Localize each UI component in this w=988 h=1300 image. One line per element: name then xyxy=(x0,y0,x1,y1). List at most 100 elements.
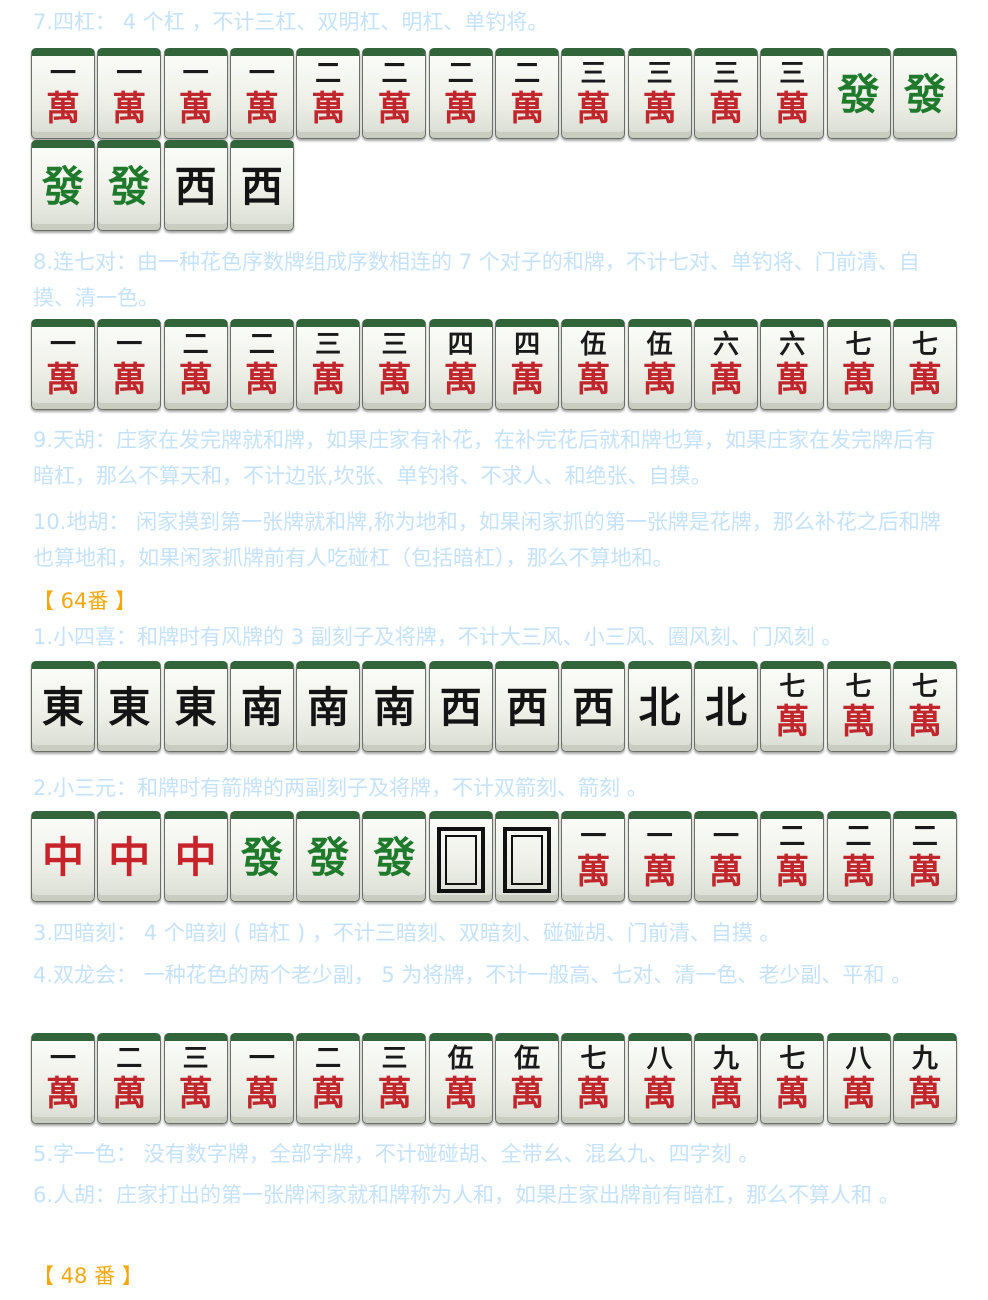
tile-number: 四 xyxy=(447,330,474,360)
tile-east: 東 xyxy=(163,661,228,752)
tile-west: 西 xyxy=(163,140,228,231)
tile-suit-character: 萬 xyxy=(907,360,942,400)
tile-west: 西 xyxy=(229,140,294,231)
tile-number: 三 xyxy=(779,59,806,89)
tile-green-dragon: 發 xyxy=(97,140,162,231)
tile-number: 七 xyxy=(911,672,938,702)
tile-eight-character: 八萬 xyxy=(826,1033,891,1124)
tile-suit-character: 萬 xyxy=(311,1074,346,1114)
tile-suit-character: 萬 xyxy=(178,1074,213,1114)
tile-number: 四 xyxy=(514,330,541,360)
tile-suit-character: 萬 xyxy=(576,1074,611,1114)
tile-number: 二 xyxy=(182,330,209,360)
tile-glyph: 發 xyxy=(307,833,350,882)
tile-suit-character: 萬 xyxy=(775,360,810,400)
tile-three-character: 三萬 xyxy=(693,48,758,139)
tile-five-character: 伍萬 xyxy=(428,1033,493,1124)
tile-three-character: 三萬 xyxy=(163,1033,228,1124)
tile-two-character: 二萬 xyxy=(826,811,891,902)
tile-suit-character: 萬 xyxy=(377,89,412,129)
tile-number: 七 xyxy=(779,672,806,702)
tile-one-character: 一萬 xyxy=(561,811,626,902)
tile-glyph: 北 xyxy=(638,683,681,732)
tile-glyph: 北 xyxy=(704,683,747,732)
tile-number: 七 xyxy=(845,672,872,702)
tile-south: 南 xyxy=(362,661,427,752)
tile-number: 三 xyxy=(646,59,673,89)
tile-glyph: 發 xyxy=(108,162,151,211)
tile-one-character: 一萬 xyxy=(31,48,95,139)
tile-one-character: 一萬 xyxy=(627,811,692,902)
white-dragon-frame-icon xyxy=(436,827,485,893)
tile-suit-character: 萬 xyxy=(46,360,80,400)
tile-number: 伍 xyxy=(447,1044,474,1074)
tile-suit-character: 萬 xyxy=(775,702,810,742)
tile-number: 一 xyxy=(49,59,76,89)
section-heading-48: 【 48 番 】 xyxy=(33,1264,143,1288)
tile-west: 西 xyxy=(561,661,626,752)
tile-one-character: 一萬 xyxy=(31,319,95,410)
tile-suit-character: 萬 xyxy=(907,702,942,742)
tile-glyph: 西 xyxy=(572,683,615,732)
tile-seven-character: 七萬 xyxy=(892,319,957,410)
rule-twin-dragons: 4.双龙会： 一种花色的两个老少副， 5 为将牌，不计一般高、七对、清一色、老少… xyxy=(33,963,913,987)
tile-two-character: 二萬 xyxy=(296,1033,361,1124)
tile-number: 二 xyxy=(116,1044,143,1074)
tile-suit-character: 萬 xyxy=(112,89,147,129)
tile-number: 一 xyxy=(580,822,607,852)
tile-one-character: 一萬 xyxy=(31,1033,95,1124)
tile-number: 七 xyxy=(580,1044,607,1074)
tile-suit-character: 萬 xyxy=(642,89,677,129)
tile-suit-character: 萬 xyxy=(46,1074,80,1114)
tile-number: 伍 xyxy=(580,330,607,360)
tile-seven-character: 七萬 xyxy=(760,661,825,752)
tile-suit-character: 萬 xyxy=(178,89,213,129)
tile-two-character: 二萬 xyxy=(229,319,294,410)
tile-eight-character: 八萬 xyxy=(627,1033,692,1124)
tile-suit-character: 萬 xyxy=(112,1074,147,1114)
tile-green-dragon: 發 xyxy=(892,48,957,139)
rule-all-honors: 5.字一色： 没有数字牌，全部字牌，不计碰碰胡、全带幺、混幺九、四字刻 。 xyxy=(33,1142,760,1166)
tile-two-character: 二萬 xyxy=(362,48,427,139)
tile-four-character: 四萬 xyxy=(428,319,493,410)
tile-one-character: 一萬 xyxy=(229,1033,294,1124)
tile-suit-character: 萬 xyxy=(775,852,810,892)
tile-suit-character: 萬 xyxy=(708,852,743,892)
tile-glyph: 西 xyxy=(506,683,549,732)
tile-red-dragon: 中 xyxy=(163,811,228,902)
tile-glyph: 南 xyxy=(240,683,283,732)
tile-row-twin-dragons: 一萬二萬三萬一萬二萬三萬伍萬伍萬七萬八萬九萬七萬八萬九萬 xyxy=(31,1033,957,1124)
rule-earthly-hand: 10.地胡： 闲家摸到第一张牌就和牌,称为地和，如果闲家抓的第一张牌是花牌，那么… xyxy=(33,510,941,570)
tile-suit-character: 萬 xyxy=(642,1074,677,1114)
tile-number: 三 xyxy=(381,1044,408,1074)
tile-number: 一 xyxy=(712,822,739,852)
tile-glyph: 發 xyxy=(41,162,84,211)
tile-seven-character: 七萬 xyxy=(826,319,891,410)
tile-glyph: 西 xyxy=(439,683,482,732)
tile-suit-character: 萬 xyxy=(576,852,611,892)
tile-number: 一 xyxy=(248,59,275,89)
tile-row-four-winds: 東東東南南南西西西北北七萬七萬七萬 xyxy=(31,661,957,752)
tile-suit-character: 萬 xyxy=(178,360,213,400)
tile-five-character: 伍萬 xyxy=(561,319,626,410)
tile-seven-character: 七萬 xyxy=(826,661,891,752)
rule-heavenly-hand: 9.天胡：庄家在发完牌就和牌，如果庄家有补花，在补完花后就和牌也算，如果庄家在发… xyxy=(33,428,936,488)
tile-number: 伍 xyxy=(514,1044,541,1074)
tile-three-character: 三萬 xyxy=(296,319,361,410)
tile-red-dragon: 中 xyxy=(31,811,95,902)
tile-suit-character: 萬 xyxy=(708,360,743,400)
tile-two-character: 二萬 xyxy=(296,48,361,139)
tile-suit-character: 萬 xyxy=(642,360,677,400)
rule-little-four-winds: 1.小四喜：和牌时有风牌的 3 副刻子及将牌，不计大三风、小三风、圈风刻、门风刻… xyxy=(33,625,843,649)
tile-number: 九 xyxy=(712,1044,739,1074)
tile-one-character: 一萬 xyxy=(229,48,294,139)
tile-number: 一 xyxy=(116,330,143,360)
tile-number: 二 xyxy=(514,59,541,89)
rule-four-kongs: 7.四杠： 4 个杠 ，不计三杠、双明杠、明杠、单钓将。 xyxy=(33,10,549,34)
tile-suit-character: 萬 xyxy=(576,360,611,400)
tile-seven-character: 七萬 xyxy=(892,661,957,752)
tile-glyph: 南 xyxy=(307,683,350,732)
tile-glyph: 東 xyxy=(41,683,84,732)
tile-glyph: 南 xyxy=(373,683,416,732)
tile-suit-character: 萬 xyxy=(244,89,279,129)
